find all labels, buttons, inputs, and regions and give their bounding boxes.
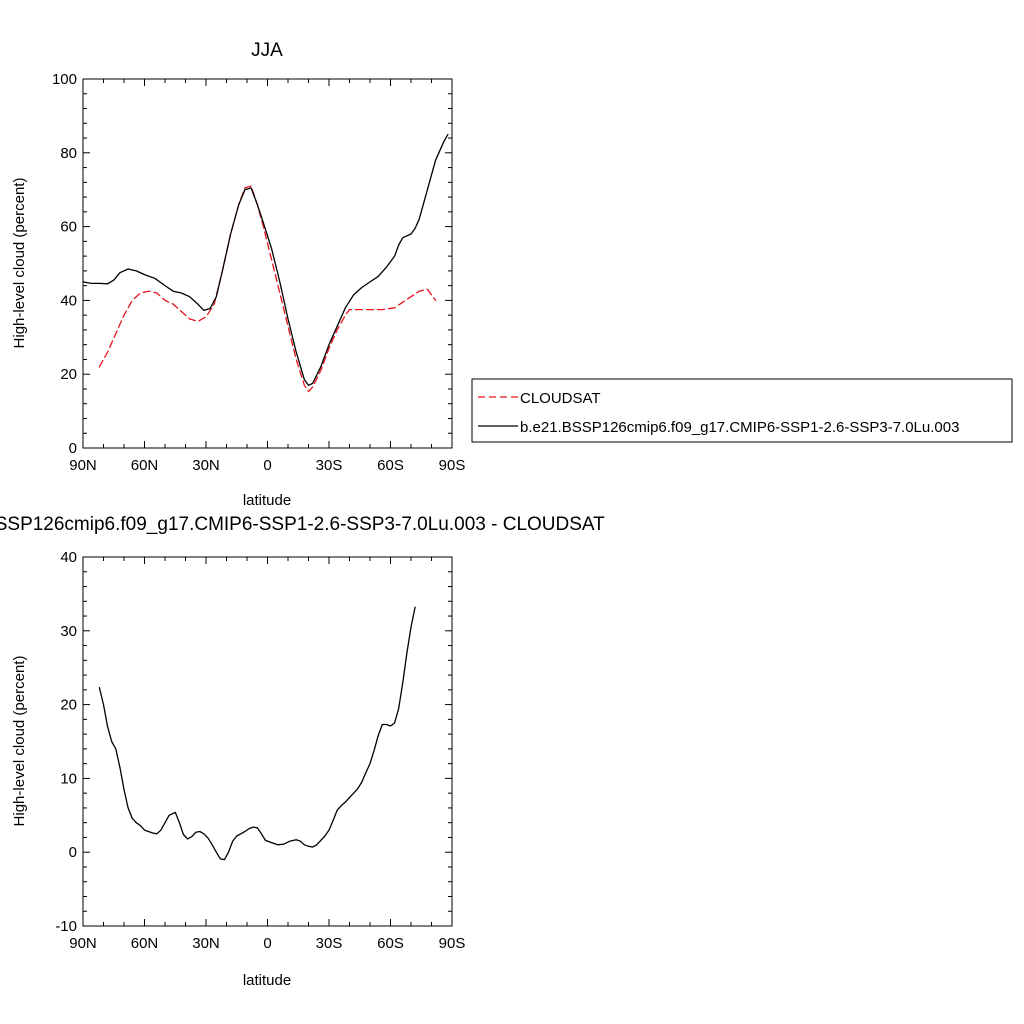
top-chart-ticks: 90N 60N 30N 0 30S 60S 90S 0 20 40 60 80 100: [52, 71, 465, 474]
bottom-x-tick-label: 90S: [439, 935, 466, 952]
top-x-tick-label: 60S: [377, 457, 404, 474]
top-chart-legend: CLOUDSAT b.e21.BSSP126cmip6.f09_g17.CMIP…: [471, 378, 1013, 443]
top-y-tick-label: 80: [60, 145, 77, 162]
top-chart-title: JJA: [251, 40, 283, 61]
bottom-x-tick-label: 30S: [316, 935, 343, 952]
legend-label-model: b.e21.BSSP126cmip6.f09_g17.CMIP6-SSP1-2.…: [520, 419, 959, 436]
top-x-tick-label: 30N: [192, 457, 220, 474]
bottom-x-tick-label: 30N: [192, 935, 220, 952]
bottom-chart-series: [98, 606, 416, 861]
top-x-tick-label: 90N: [69, 457, 97, 474]
top-x-tick-label: 90S: [439, 457, 466, 474]
top-y-tick-label: 0: [69, 440, 77, 457]
bottom-y-tick-label: 40: [60, 549, 77, 566]
top-y-tick-label: 20: [60, 366, 77, 383]
bottom-x-tick-label: 0: [263, 935, 271, 952]
bottom-x-tick-label: 60N: [131, 935, 159, 952]
legend-box: [471, 378, 1013, 443]
top-x-tick-label: 60N: [131, 457, 159, 474]
bottom-chart: b.e21.BSSP126cmip6.f09_g17.CMIP6-SSP1-2.…: [0, 514, 605, 989]
bottom-y-tick-label: 20: [60, 697, 77, 714]
bottom-y-tick-label: 10: [60, 770, 77, 787]
top-y-tick-label: 60: [60, 219, 77, 236]
bottom-chart-ticks: 90N 60N 30N 0 30S 60S 90S -10 0 10 20 30 40: [55, 549, 465, 952]
bottom-x-tick-label: 90N: [69, 935, 97, 952]
top-chart-x-axis-label: latitude: [243, 492, 291, 509]
top-chart-y-axis-label: High-level cloud (percent): [11, 178, 28, 349]
top-y-tick-label: 40: [60, 292, 77, 309]
top-chart-plot-frame: [82, 78, 453, 449]
bottom-chart-x-axis-label: latitude: [243, 972, 291, 989]
top-series-line-model: [82, 133, 449, 386]
bottom-y-tick-label: 30: [60, 623, 77, 640]
legend-label-cloudsat: CLOUDSAT: [520, 390, 601, 407]
bottom-y-tick-label: -10: [55, 918, 77, 935]
top-x-tick-label: 0: [263, 457, 271, 474]
bottom-series-line-difference: [98, 606, 416, 861]
top-y-tick-label: 100: [52, 71, 77, 88]
bottom-chart-y-axis-label: High-level cloud (percent): [11, 656, 28, 827]
top-x-tick-label: 30S: [316, 457, 343, 474]
bottom-x-tick-label: 60S: [377, 935, 404, 952]
bottom-y-tick-label: 0: [69, 844, 77, 861]
top-series-line-cloudsat: [98, 185, 437, 393]
bottom-chart-title: b.e21.BSSP126cmip6.f09_g17.CMIP6-SSP1-2.…: [0, 514, 605, 535]
bottom-chart-plot-frame: [82, 556, 453, 927]
top-chart-series: [82, 133, 449, 393]
top-chart: JJA 90N 60N 30N 0 30S 60S 90S 0 20 40 60 80 100 lati…: [11, 40, 465, 509]
